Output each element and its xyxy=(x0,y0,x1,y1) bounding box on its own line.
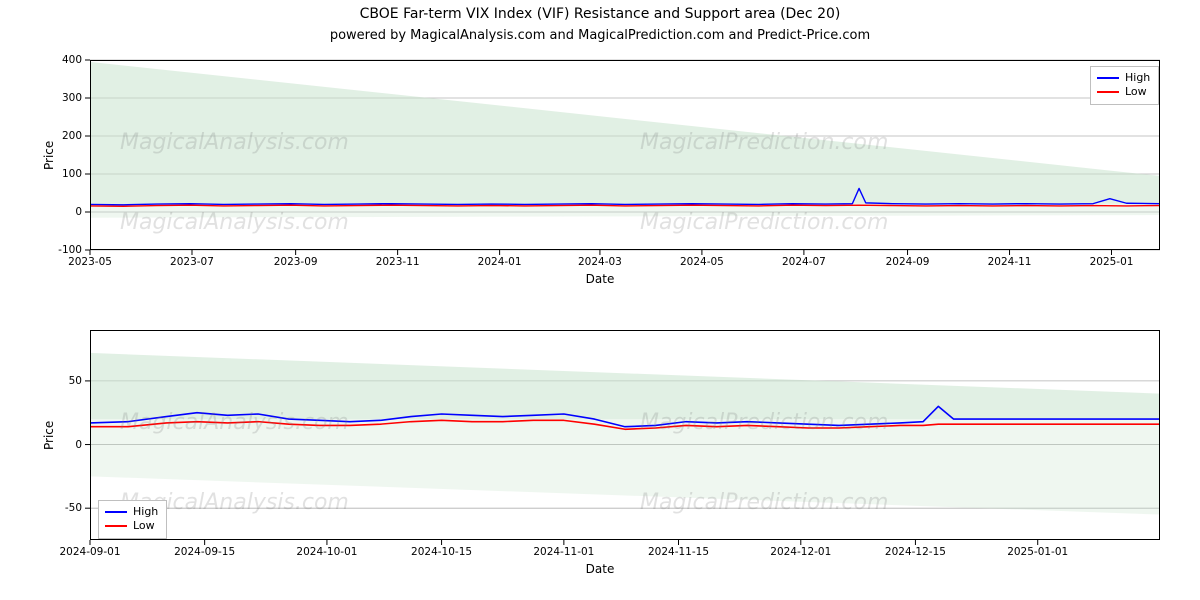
x-tick-label: 2024-07 xyxy=(782,256,826,268)
x-tick-label: 2024-10-15 xyxy=(411,546,472,558)
y-tick-label: 50 xyxy=(69,375,82,387)
legend-label: Low xyxy=(133,519,155,533)
figure-title: CBOE Far-term VIX Index (VIF) Resistance… xyxy=(0,6,1200,22)
legend-label: Low xyxy=(1125,85,1147,99)
x-tick-label: 2024-12-15 xyxy=(885,546,946,558)
x-tick-label: 2024-09 xyxy=(886,256,930,268)
legend-swatch xyxy=(105,511,127,513)
figure: CBOE Far-term VIX Index (VIF) Resistance… xyxy=(0,0,1200,600)
y-tick-label: -50 xyxy=(65,502,82,514)
plot-area xyxy=(90,330,1160,540)
plot-area xyxy=(90,60,1160,250)
resistance-band xyxy=(90,353,1160,419)
x-tick-label: 2024-11-01 xyxy=(533,546,594,558)
y-tick-label: 100 xyxy=(62,168,82,180)
series-low xyxy=(90,205,1160,206)
legend-swatch xyxy=(1097,91,1119,93)
legend-item: Low xyxy=(105,519,158,533)
x-tick-label: 2024-11 xyxy=(988,256,1032,268)
legend: HighLow xyxy=(1090,66,1159,105)
x-axis-label: Date xyxy=(0,272,1200,286)
y-tick-label: 0 xyxy=(75,206,82,218)
legend-item: Low xyxy=(1097,85,1150,99)
x-tick-label: 2024-12-01 xyxy=(770,546,831,558)
y-tick-label: 200 xyxy=(62,130,82,142)
panel-top xyxy=(90,60,1160,250)
support-band xyxy=(90,419,1160,514)
x-tick-label: 2024-11-15 xyxy=(648,546,709,558)
x-tick-label: 2023-05 xyxy=(68,256,112,268)
legend-swatch xyxy=(1097,77,1119,79)
x-axis-label: Date xyxy=(0,562,1200,576)
x-tick-label: 2025-01-01 xyxy=(1007,546,1068,558)
legend-item: High xyxy=(1097,71,1150,85)
x-tick-label: 2024-09-01 xyxy=(59,546,120,558)
x-tick-label: 2023-09 xyxy=(274,256,318,268)
y-tick-label: 300 xyxy=(62,92,82,104)
x-tick-label: 2025-01 xyxy=(1090,256,1134,268)
x-tick-label: 2024-10-01 xyxy=(296,546,357,558)
y-axis-label: Price xyxy=(42,421,56,450)
x-tick-label: 2024-01 xyxy=(478,256,522,268)
legend-label: High xyxy=(1125,71,1150,85)
x-tick-label: 2023-07 xyxy=(170,256,214,268)
x-tick-label: 2024-05 xyxy=(680,256,724,268)
legend-label: High xyxy=(133,505,158,519)
y-tick-label: -100 xyxy=(58,244,82,256)
x-tick-label: 2024-09-15 xyxy=(174,546,235,558)
panel-bottom xyxy=(90,330,1160,540)
y-axis-label: Price xyxy=(42,141,56,170)
resistance-band xyxy=(90,62,1160,205)
legend-swatch xyxy=(105,525,127,527)
y-tick-label: 0 xyxy=(75,439,82,451)
x-tick-label: 2024-03 xyxy=(578,256,622,268)
figure-subtitle: powered by MagicalAnalysis.com and Magic… xyxy=(0,28,1200,43)
legend: HighLow xyxy=(98,500,167,539)
y-tick-label: 400 xyxy=(62,54,82,66)
legend-item: High xyxy=(105,505,158,519)
x-tick-label: 2023-11 xyxy=(376,256,420,268)
